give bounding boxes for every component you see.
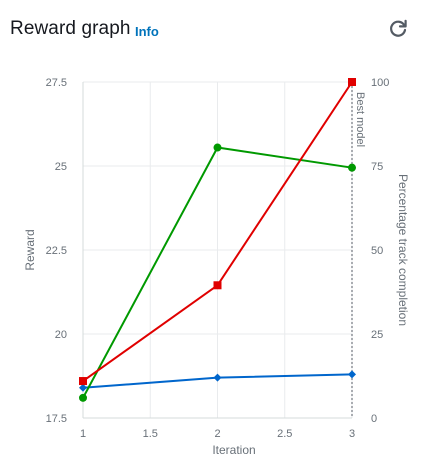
x-tick-label: 2 [214,428,220,440]
data-point-square [213,281,222,290]
header: Reward graph Info [10,18,409,46]
y-tick-label: 22.5 [46,245,67,257]
y-tick-label: 20 [55,329,67,341]
data-point-square [348,78,356,86]
data-point-diamond [79,383,87,392]
y2-tick-label: 25 [371,329,383,341]
y-axis-title: Reward [23,229,37,270]
y2-tick-label: 100 [371,77,389,89]
y-tick-label: 27.5 [46,77,67,89]
y2-axis-title: Percentage track completion [396,174,410,326]
x-tick-label: 2.5 [277,428,292,440]
data-point-circle [213,143,222,152]
data-point-diamond [348,370,356,379]
y-tick-label: 25 [55,161,67,173]
data-point-square [79,377,87,386]
x-axis-title: Iteration [212,443,255,457]
info-link[interactable]: Info [135,24,159,39]
data-point-circle [79,393,87,402]
best-model-label: Best model [354,92,366,147]
refresh-icon[interactable] [387,18,409,40]
x-tick-label: 1 [80,428,86,440]
y2-tick-label: 50 [371,245,383,257]
y2-tick-label: 0 [371,413,377,425]
data-point-circle [348,163,356,172]
y-tick-label: 17.5 [46,413,67,425]
data-point-diamond [213,373,222,382]
y2-tick-label: 75 [371,161,383,173]
x-tick-label: 1.5 [143,428,158,440]
x-tick-label: 3 [349,428,355,440]
page-title: Reward graph [10,18,131,39]
